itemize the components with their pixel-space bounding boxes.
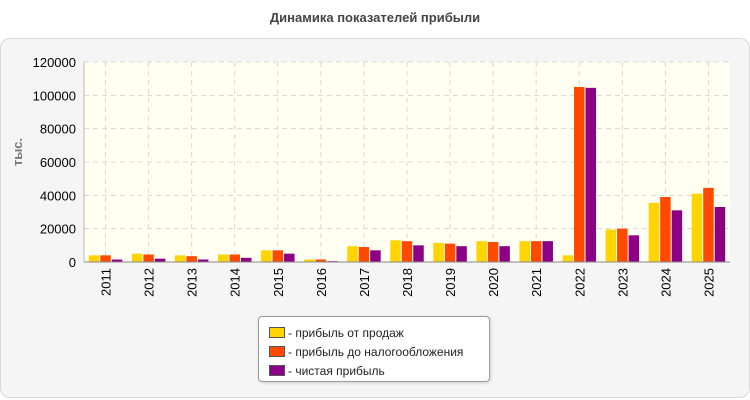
- bar: [217, 254, 229, 262]
- bar: [605, 229, 617, 262]
- bar: [111, 259, 123, 262]
- bar: [240, 257, 252, 262]
- bar: [154, 258, 166, 262]
- legend-item-net-profit: - чистая прибыль: [269, 361, 489, 380]
- legend-label: - чистая прибыль: [288, 363, 385, 378]
- bar: [261, 250, 272, 262]
- legend-label: - прибыль от продаж: [288, 325, 404, 340]
- bar: [456, 246, 467, 262]
- x-tick-label: 2015: [271, 268, 286, 297]
- bar: [530, 241, 542, 262]
- bar: [648, 202, 660, 262]
- bar: [370, 250, 381, 262]
- bar: [304, 259, 315, 262]
- y-tick-label: 40000: [40, 188, 76, 203]
- bar: [131, 253, 143, 262]
- bar: [499, 246, 510, 262]
- x-tick-label: 2021: [529, 268, 544, 297]
- x-tick-label: 2023: [615, 268, 630, 297]
- y-tick-labels: 0 20000 40000 60000 80000 100000 120000: [33, 55, 76, 270]
- legend-label: - прибыль до налогообложения: [288, 344, 464, 359]
- bar: [574, 87, 585, 262]
- x-tick-label: 2025: [701, 268, 716, 297]
- bar: [660, 197, 671, 262]
- bar: [100, 255, 111, 262]
- bar: [433, 242, 444, 262]
- y-tick-label: 120000: [33, 55, 76, 70]
- y-tick-label: 60000: [40, 155, 76, 170]
- axes: [83, 62, 730, 263]
- bar: [519, 241, 530, 262]
- y-tick-label: 80000: [40, 122, 76, 137]
- x-tick-label: 2013: [185, 268, 200, 297]
- bar: [197, 259, 209, 262]
- bar: [542, 241, 553, 262]
- x-tick-label: 2019: [443, 268, 458, 297]
- x-tick-label: 2022: [572, 268, 587, 297]
- x-tick-label: 2016: [314, 268, 329, 297]
- bar: [487, 242, 499, 262]
- x-tick-label: 2020: [486, 268, 501, 297]
- chart-title: Динамика показателей прибыли: [269, 10, 481, 25]
- bar: [444, 243, 456, 262]
- bar: [476, 241, 487, 262]
- legend: - прибыль от продаж - прибыль до налогоо…: [258, 316, 490, 382]
- legend-swatch: [269, 365, 285, 376]
- legend-item-sales-profit: - прибыль от продаж: [269, 323, 489, 342]
- bar: [315, 259, 327, 262]
- bar: [691, 193, 703, 262]
- bar: [401, 241, 413, 262]
- bar: [88, 255, 100, 262]
- x-tick-label: 2014: [228, 268, 243, 297]
- bar: [284, 253, 295, 262]
- bar: [174, 255, 186, 262]
- x-tick-label: 2017: [357, 268, 372, 297]
- bar: [272, 250, 284, 262]
- bar: [585, 87, 597, 262]
- x-tick-label: 2012: [142, 268, 157, 297]
- x-tick-label: 2011: [99, 268, 114, 296]
- legend-swatch: [269, 346, 285, 357]
- bar: [714, 207, 726, 262]
- bar: [229, 254, 240, 262]
- y-tick-label: 0: [69, 255, 76, 270]
- bar: [703, 187, 714, 262]
- bar: [628, 235, 640, 262]
- legend-swatch: [269, 327, 285, 338]
- bar: [143, 254, 154, 262]
- x-tick-labels: 2011 2012 2013 2014 2015 2016 2017 2018 2019 2020…: [99, 268, 717, 297]
- y-tick-label: 100000: [33, 88, 76, 103]
- y-tick-label: 20000: [40, 222, 76, 237]
- bar: [347, 246, 358, 262]
- bar: [671, 210, 683, 262]
- bar: [617, 228, 628, 262]
- x-tick-label: 2024: [658, 268, 673, 297]
- legend-item-pretax-profit: - прибыль до налогообложения: [269, 342, 489, 361]
- bar: [186, 256, 197, 262]
- bar: [390, 240, 401, 262]
- y-axis-label: тыс.: [10, 138, 25, 166]
- bars: [88, 87, 726, 262]
- x-tick-label: 2018: [400, 268, 415, 297]
- bar: [413, 245, 424, 262]
- bar: [358, 247, 370, 262]
- bar: [562, 255, 574, 262]
